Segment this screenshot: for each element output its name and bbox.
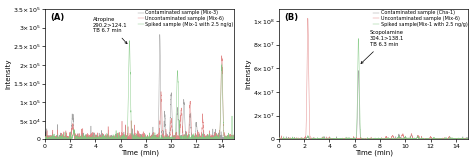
Text: Scopolamine
304.1>138.1
TB 6.3 min: Scopolamine 304.1>138.1 TB 6.3 min bbox=[361, 30, 404, 64]
Text: (A): (A) bbox=[50, 13, 64, 22]
X-axis label: Time (min): Time (min) bbox=[355, 150, 392, 156]
X-axis label: Time (min): Time (min) bbox=[120, 150, 159, 156]
Y-axis label: Intensity: Intensity bbox=[6, 59, 11, 89]
Legend: Contaminated sample (Mix-3), Uncontaminated sample (Mix-6), Spiked sample (Mix-1: Contaminated sample (Mix-3), Uncontamina… bbox=[137, 10, 234, 27]
Text: (B): (B) bbox=[284, 13, 299, 22]
Legend: Contaminated sample (Cha-1), Uncontaminated sample (Mix-6), Spiked sample(Mix-1 : Contaminated sample (Cha-1), Uncontamina… bbox=[373, 10, 468, 27]
Y-axis label: Intensity: Intensity bbox=[246, 59, 252, 89]
Text: Atropine
290.2>124.1
TB 6.7 min: Atropine 290.2>124.1 TB 6.7 min bbox=[93, 17, 128, 44]
